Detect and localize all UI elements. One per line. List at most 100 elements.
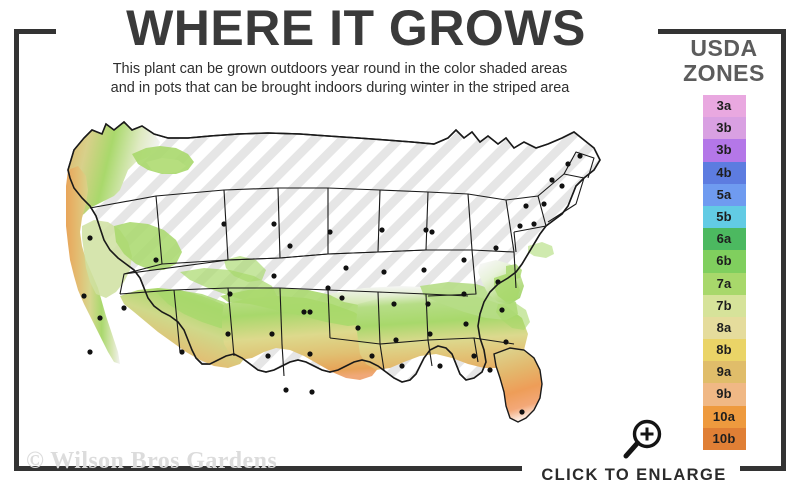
city-dot: [427, 331, 433, 337]
zone-swatch-9a-12: 9a: [702, 361, 746, 384]
city-dots: [81, 153, 583, 415]
city-dot: [309, 389, 315, 395]
city-dot: [517, 223, 523, 229]
zone-swatch-6b-7: 6b: [702, 250, 746, 273]
city-dot: [425, 301, 431, 307]
city-dot: [391, 301, 397, 307]
zone-fill-inland-northwest-2: [146, 158, 186, 174]
legend-title-line-1: USDA: [690, 35, 758, 61]
city-dot: [269, 331, 275, 337]
watermark: © Wilson Bros Gardens: [26, 448, 278, 474]
legend-title: USDA ZONES: [662, 36, 786, 86]
usda-zone-map[interactable]: [28, 108, 650, 460]
zone-color-strip: 3a 3b 3b 4b 5a 5b 6a 6b 7a 7b 8a 8b 9a 9b 10a 10b: [702, 95, 746, 450]
zone-fill-sierra-green: [114, 222, 182, 270]
zone-swatch-7a-8: 7a: [702, 272, 746, 295]
zone-fill-pacific-northwest: [68, 122, 160, 218]
zone-swatch-10b-15: 10b: [702, 427, 746, 450]
city-dot: [369, 353, 375, 359]
city-dot: [461, 257, 467, 263]
city-dot: [339, 295, 345, 301]
city-dot: [493, 245, 499, 251]
city-dot: [97, 315, 103, 321]
zone-fill-chesapeake-green: [494, 274, 520, 302]
legend-title-line-2: ZONES: [683, 60, 765, 86]
city-dot: [301, 309, 307, 315]
city-dot: [87, 349, 93, 355]
frame-border-right: [781, 29, 786, 471]
zone-swatch-8a-10: 8a: [702, 316, 746, 340]
city-dot: [549, 177, 555, 183]
zone-swatch-9b-13: 9b: [702, 383, 746, 406]
city-dot: [283, 387, 289, 393]
zone-fill-coastal-carolina: [496, 302, 530, 330]
zone-swatch-7b-9: 7b: [702, 294, 746, 317]
magnifier-plus-icon[interactable]: [618, 418, 668, 462]
florida-outline: [493, 347, 543, 423]
city-dot: [343, 265, 349, 271]
zone-fill-west-coast: [66, 166, 120, 364]
zone-swatch-6a-6: 6a: [702, 228, 746, 251]
city-dot: [393, 337, 399, 343]
city-dot: [271, 221, 277, 227]
city-dot: [307, 351, 313, 357]
city-dot: [179, 349, 185, 355]
subtitle-line-1: This plant can be grown outdoors year ro…: [112, 61, 568, 77]
city-dot: [523, 203, 529, 209]
city-dot: [271, 273, 277, 279]
us-outline: [67, 120, 601, 383]
city-dot: [461, 291, 467, 297]
city-dot: [81, 293, 87, 299]
page-title: WHERE IT GROWS: [126, 0, 586, 56]
city-dot: [121, 305, 127, 311]
usda-zones-legend: USDA ZONES 3a 3b 3b 4b 5a 5b 6a 6b 7a 7b 8a 8b 9a 9b 1…: [662, 36, 786, 450]
city-dot: [463, 321, 469, 327]
city-dot: [423, 227, 429, 233]
frame-border-bottom-left: [14, 466, 522, 471]
city-dot: [399, 363, 405, 369]
city-dot: [565, 161, 571, 167]
state-boundaries: [89, 151, 595, 377]
zone-swatch-3a-0: 3a: [702, 95, 746, 118]
city-dot: [153, 257, 159, 263]
zone-fill-long-island-green: [528, 242, 554, 258]
city-dot: [381, 269, 387, 275]
city-dot: [221, 221, 227, 227]
city-dot: [307, 309, 313, 315]
city-dot: [559, 183, 565, 189]
city-dot: [421, 267, 427, 273]
city-dot: [577, 153, 583, 159]
subtitle-line-2: and in pots that can be brought indoors …: [110, 80, 570, 96]
city-dot: [87, 235, 93, 241]
zone-swatch-4b-3: 4b: [702, 161, 746, 184]
frame-border-top-left: [14, 29, 56, 34]
click-to-enlarge-label[interactable]: CLICK TO ENLARGE: [541, 466, 727, 484]
map-color-zones: [66, 122, 554, 422]
city-dot: [265, 353, 271, 359]
zone-swatch-5a-4: 5a: [702, 183, 746, 206]
city-dot: [325, 285, 331, 291]
zone-swatch-3b-2: 3b: [702, 139, 746, 162]
city-dot: [503, 339, 509, 345]
zone-swatch-3b-1: 3b: [702, 117, 746, 140]
zone-swatch-10a-14: 10a: [702, 405, 746, 428]
city-dot: [379, 227, 385, 233]
city-dot: [355, 325, 361, 331]
city-dot: [519, 409, 525, 415]
zone-swatch-8b-11: 8b: [702, 339, 746, 362]
subtitle: This plant can be grown outdoors year ro…: [40, 60, 640, 98]
city-dot: [227, 291, 233, 297]
city-dot: [225, 331, 231, 337]
city-dot: [437, 363, 443, 369]
map-svg: [66, 120, 601, 423]
zone-fill-plains-green: [220, 288, 372, 326]
city-dot: [487, 367, 493, 373]
zone-fill-colorado-green: [224, 256, 266, 282]
city-dot: [287, 243, 293, 249]
city-dot: [531, 221, 537, 227]
frame-border-bottom-right: [740, 466, 786, 471]
city-dot: [429, 229, 435, 235]
city-dot: [499, 307, 505, 313]
city-dot: [541, 201, 547, 207]
